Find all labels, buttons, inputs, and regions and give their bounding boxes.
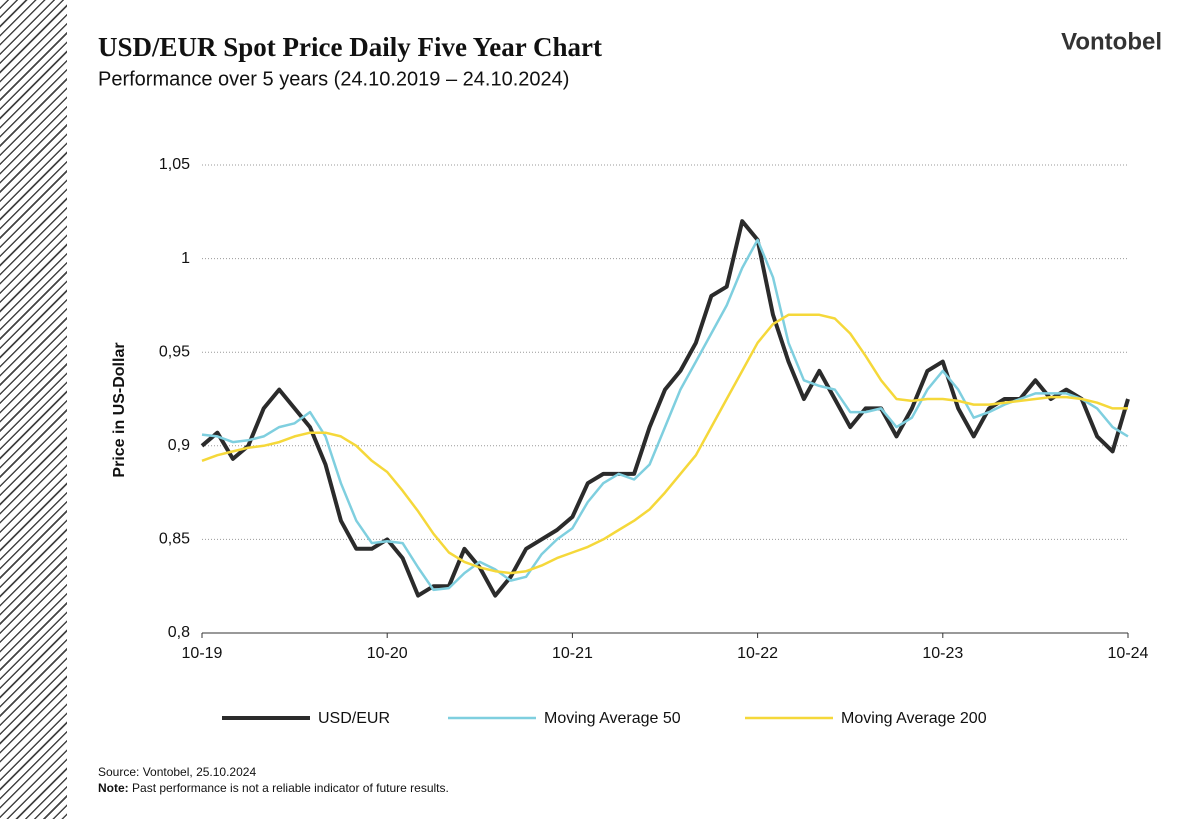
x-tick-label: 10-21 [552, 645, 593, 662]
y-tick-label: 1 [181, 250, 190, 267]
chart-subtitle: Performance over 5 years (24.10.2019 – 2… [98, 68, 569, 90]
y-tick-label: 0,85 [159, 531, 190, 548]
hatch-strip [0, 0, 67, 819]
brand: Vontobel [1061, 28, 1162, 55]
series-line [200, 219, 1130, 598]
y-tick-label: 0,9 [168, 437, 190, 454]
note-text: Past performance is not a reliable indic… [132, 781, 449, 795]
y-tick-label: 0,8 [168, 624, 190, 641]
source: Source: Vontobel, 25.10.2024 [98, 765, 256, 779]
x-tick-label: 10-23 [922, 645, 963, 662]
legend-label: Moving Average 200 [841, 710, 987, 727]
x-tick-label: 10-22 [737, 645, 778, 662]
legend-label: USD/EUR [318, 710, 390, 727]
x-tick-label: 10-20 [367, 645, 408, 662]
chart-title: USD/EUR Spot Price Daily Five Year Chart [98, 32, 602, 62]
x-tick-label: 10-24 [1108, 645, 1149, 662]
note-label: Note: [98, 781, 129, 795]
y-axis-label: Price in US-Dollar [111, 342, 128, 477]
x-tick-label: 10-19 [182, 645, 223, 662]
y-tick-label: 1,05 [159, 156, 190, 173]
y-tick-label: 0,95 [159, 343, 190, 360]
series-line [201, 238, 1129, 592]
series-line [201, 313, 1128, 575]
legend-label: Moving Average 50 [544, 710, 681, 727]
note: Note: Past performance is not a reliable… [98, 781, 449, 795]
